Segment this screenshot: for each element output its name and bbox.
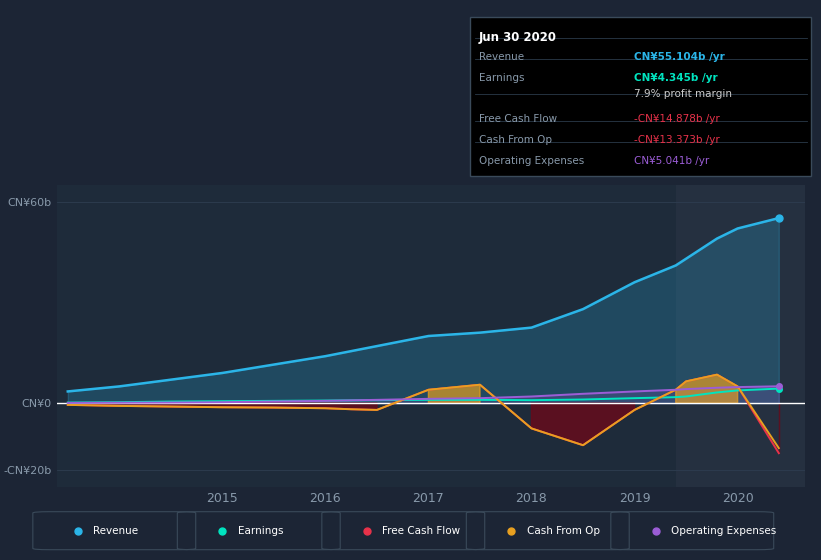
Bar [676,185,810,487]
Text: Revenue: Revenue [479,52,524,62]
Text: Operating Expenses: Operating Expenses [479,156,584,166]
Text: Earnings: Earnings [238,526,283,536]
Text: -CN¥13.373b /yr: -CN¥13.373b /yr [634,135,720,145]
Text: CN¥4.345b /yr: CN¥4.345b /yr [634,73,718,83]
Text: Operating Expenses: Operating Expenses [672,526,777,536]
Text: Revenue: Revenue [94,526,139,536]
Text: Cash From Op: Cash From Op [527,526,600,536]
Text: Free Cash Flow: Free Cash Flow [383,526,461,536]
Text: CN¥5.041b /yr: CN¥5.041b /yr [634,156,709,166]
Text: Free Cash Flow: Free Cash Flow [479,114,557,124]
Text: 7.9% profit margin: 7.9% profit margin [634,90,732,99]
Text: Earnings: Earnings [479,73,524,83]
Text: Jun 30 2020: Jun 30 2020 [479,31,557,44]
Text: CN¥55.104b /yr: CN¥55.104b /yr [634,52,725,62]
Text: Cash From Op: Cash From Op [479,135,552,145]
Text: -CN¥14.878b /yr: -CN¥14.878b /yr [634,114,720,124]
